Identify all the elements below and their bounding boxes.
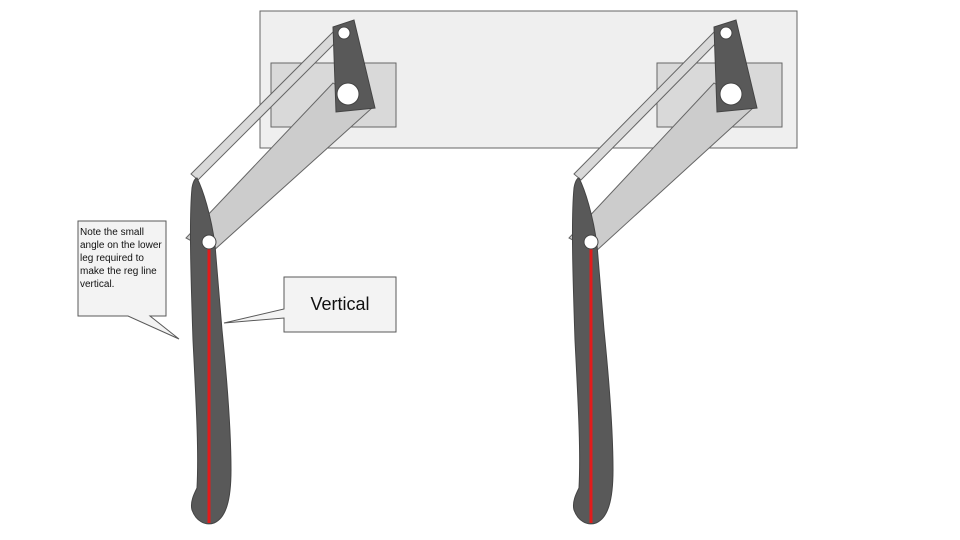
left-bracket-top-pivot bbox=[337, 26, 351, 40]
right-leg-assembly bbox=[568, 19, 758, 525]
note-callout-text: Note the small angle on the lower leg re… bbox=[80, 227, 162, 290]
left-knee-pivot bbox=[201, 234, 217, 250]
right-bracket-top-pivot bbox=[719, 26, 733, 40]
left-leg-assembly bbox=[185, 19, 376, 525]
left-bracket-main-pivot bbox=[336, 82, 360, 106]
vertical-callout-text: Vertical bbox=[310, 294, 370, 314]
right-knee-pivot bbox=[583, 234, 599, 250]
vertical-callout-shape bbox=[223, 276, 397, 333]
right-lower-leg bbox=[571, 177, 614, 525]
right-bracket-main-pivot bbox=[719, 82, 743, 106]
note-callout-shape bbox=[77, 220, 180, 340]
left-lower-leg bbox=[189, 177, 232, 525]
